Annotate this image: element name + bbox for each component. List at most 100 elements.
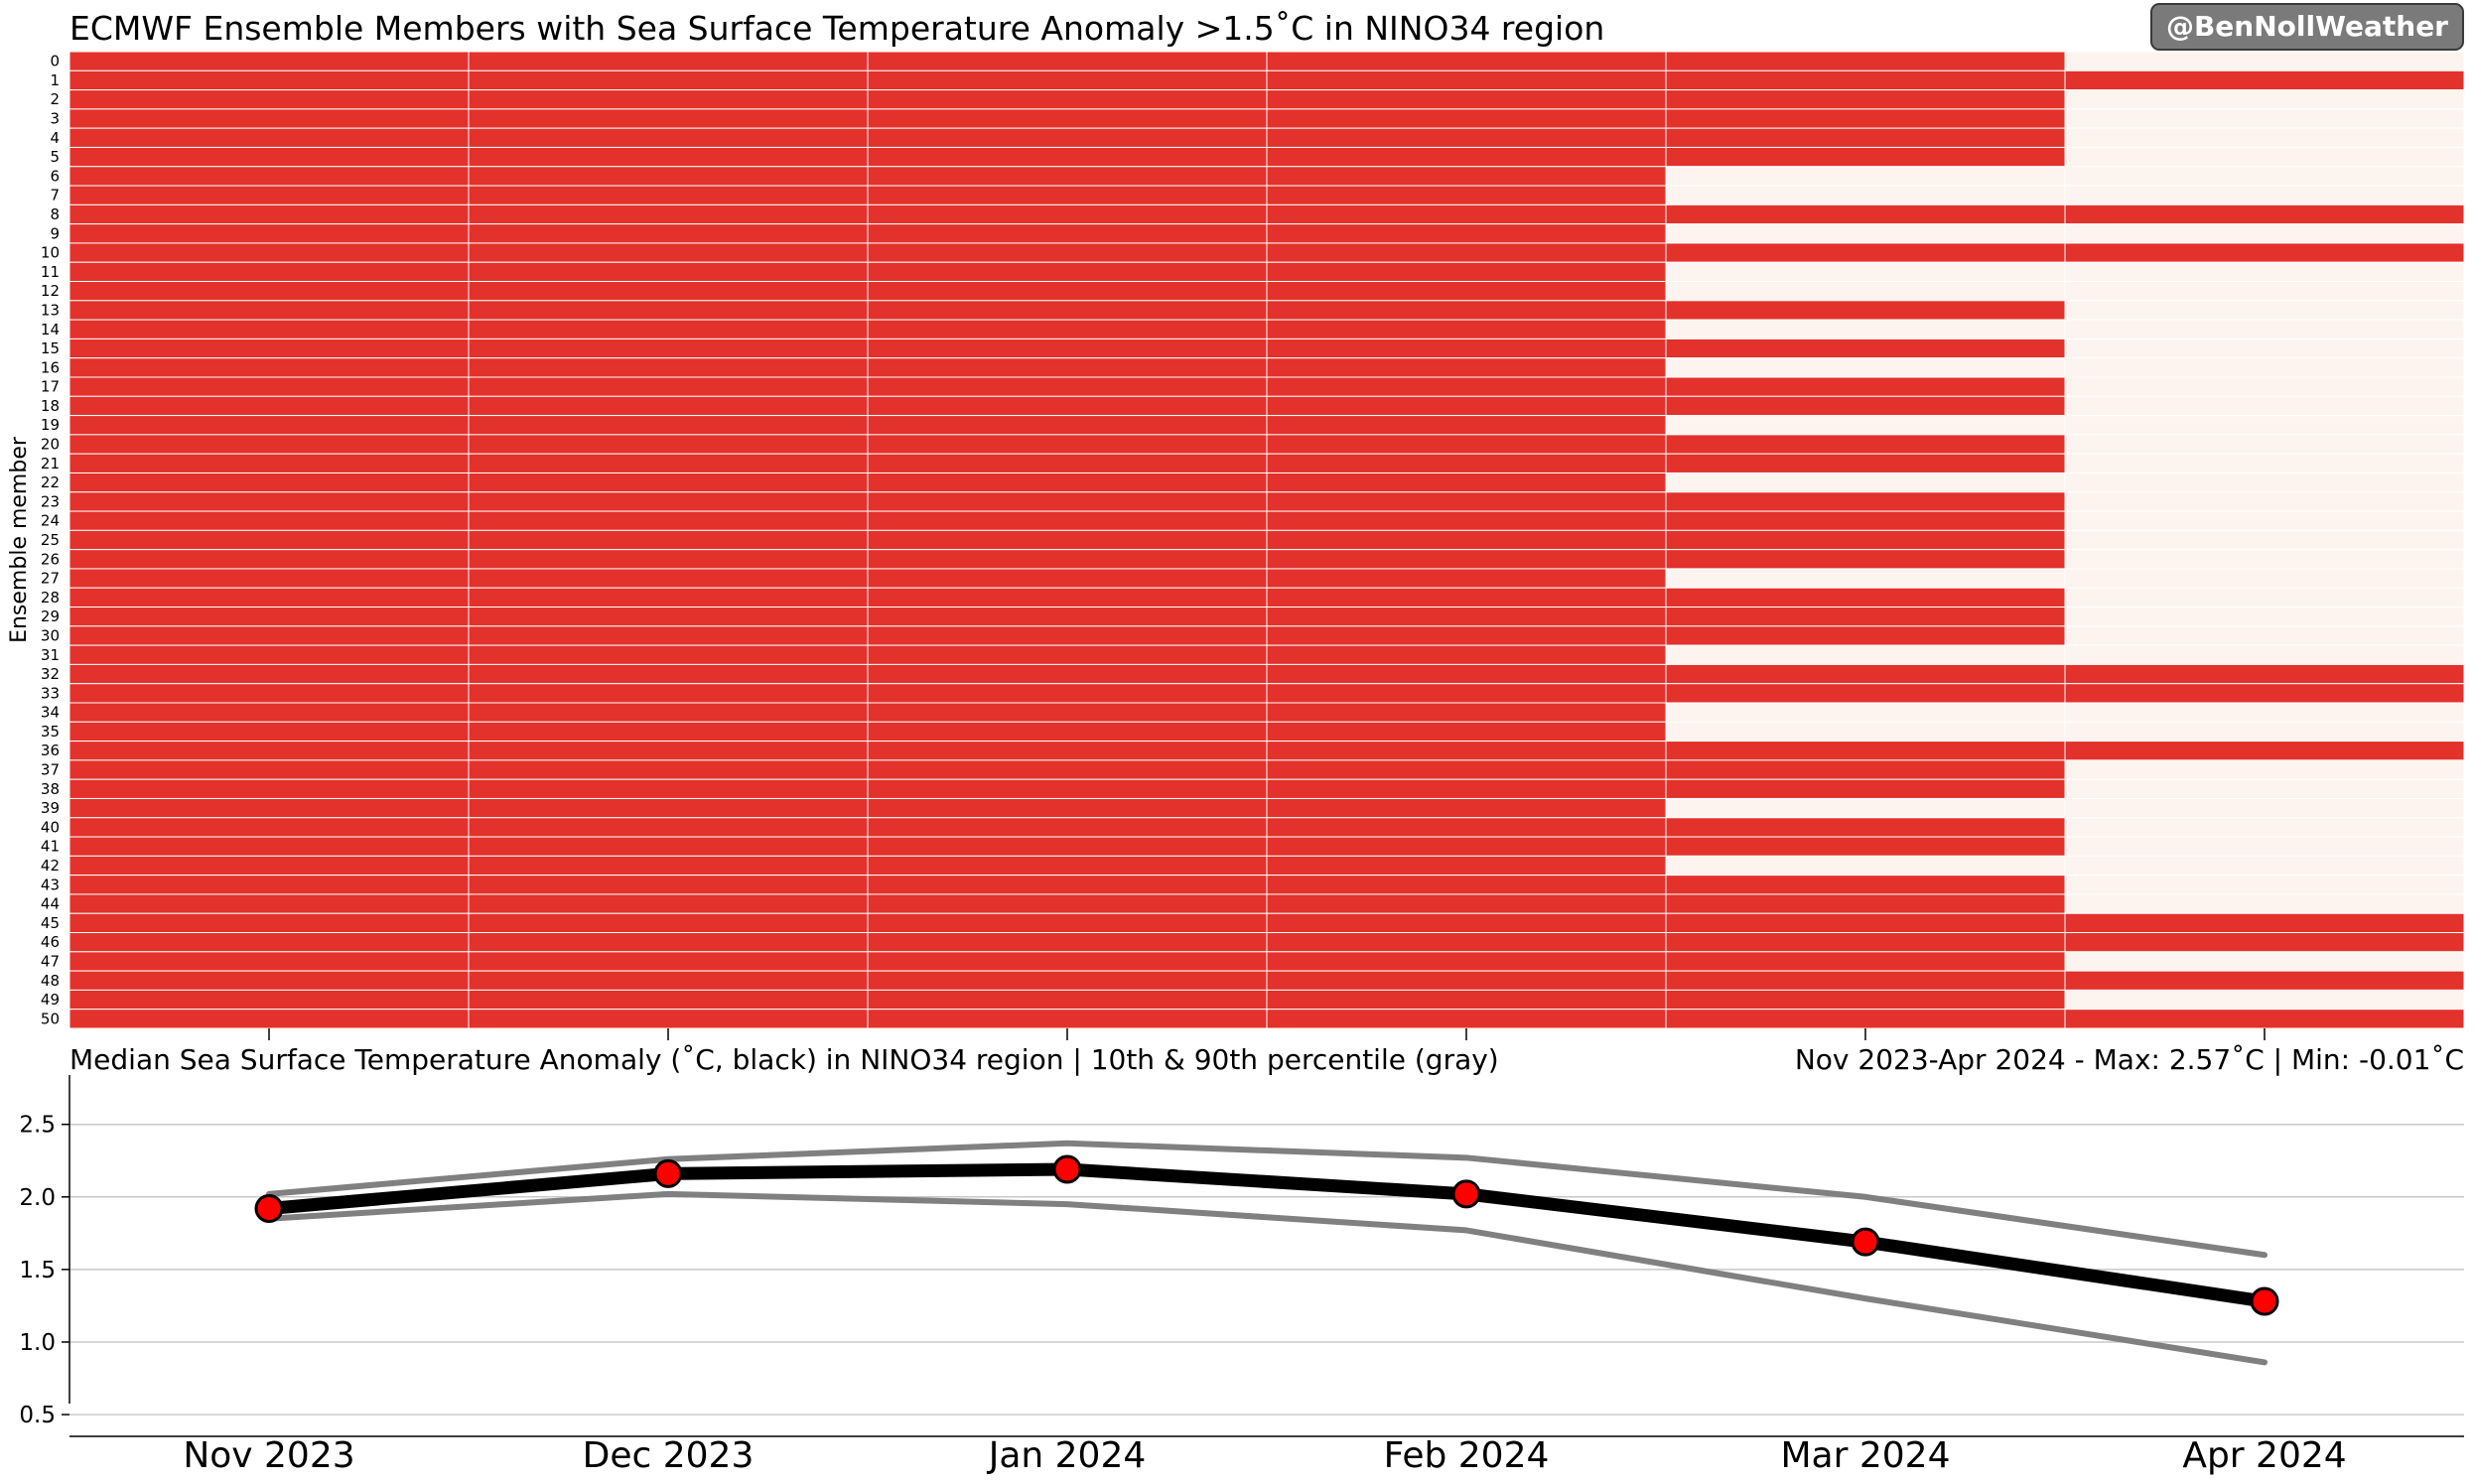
heatmap-cell-m19-c3 [1266,415,1667,436]
heatmap-cell-m34-c0 [69,702,470,723]
heatmap-member-tick-3: 3 [50,110,60,128]
heatmap-member-tick-24: 24 [41,512,60,530]
heatmap-cell-m15-c1 [468,337,869,359]
heatmap-cell-m15-c0 [69,337,470,359]
heatmap-cell-m11-c2 [867,261,1268,283]
heatmap-cell-m39-c1 [468,797,869,819]
heatmap-cell-m24-c4 [1665,510,2066,531]
heatmap-cell-m50-c5 [2064,1009,2465,1029]
heatmap-cell-m32-c3 [1266,663,1667,685]
line-chart-axes [69,1075,2464,1437]
heatmap-cell-m4-c0 [69,127,470,148]
heatmap-cell-m39-c2 [867,797,1268,819]
heatmap-cell-m44-c3 [1266,893,1667,914]
heatmap-cell-m21-c5 [2064,453,2465,473]
heatmap-cell-m23-c0 [69,491,470,512]
line-month-label-4: Mar 2024 [1781,1435,1951,1476]
heatmap-cell-m24-c0 [69,510,470,531]
heatmap-cell-m12-c4 [1665,281,2066,302]
line-series-2-point-3 [1451,1179,1481,1209]
heatmap-cell-m30-c3 [1266,625,1667,646]
heatmap-cell-m48-c2 [867,970,1268,991]
heatmap-cell-m31-c2 [867,644,1268,665]
heatmap-cell-m10-c3 [1266,242,1667,263]
heatmap-cell-m13-c0 [69,300,470,321]
heatmap-cell-m2-c1 [468,89,869,110]
heatmap-cell-m32-c2 [867,663,1268,685]
heatmap-cell-m8-c1 [468,203,869,225]
heatmap-cell-m22-c3 [1266,472,1667,493]
heatmap-cell-m40-c3 [1266,817,1667,838]
heatmap-cell-m20-c5 [2064,434,2465,455]
heatmap-cell-m47-c3 [1266,951,1667,972]
heatmap-cell-m21-c1 [468,453,869,473]
heatmap-cell-m49-c5 [2064,989,2465,1011]
heatmap-cell-m39-c0 [69,797,470,819]
heatmap-cell-m31-c0 [69,644,470,665]
heatmap-cell-m27-c2 [867,568,1268,589]
heatmap-cell-m43-c1 [468,875,869,895]
heatmap-cell-m8-c0 [69,203,470,225]
heatmap-cell-m23-c1 [468,491,869,512]
heatmap-cell-m44-c1 [468,893,869,914]
heatmap-cell-m13-c3 [1266,300,1667,321]
heatmap-cell-m21-c0 [69,453,470,473]
heatmap-cell-m23-c4 [1665,491,2066,512]
heatmap-cell-m46-c5 [2064,932,2465,953]
heatmap-cell-m42-c2 [867,855,1268,877]
heatmap-cell-m0-c2 [867,51,1268,71]
heatmap-cell-m47-c1 [468,951,869,972]
heatmap-member-tick-6: 6 [50,167,60,185]
heatmap-member-tick-23: 23 [41,492,60,510]
heatmap-cell-m35-c4 [1665,721,2066,742]
heatmap-member-tick-39: 39 [41,799,60,817]
heatmap-cell-m20-c0 [69,434,470,455]
heatmap-cell-m0-c3 [1266,51,1667,71]
heatmap-cell-m41-c1 [468,836,869,857]
line-ytick-label-1: 1.0 [19,1330,56,1356]
heatmap-cell-m22-c0 [69,472,470,493]
heatmap-cell-m37-c4 [1665,759,2066,780]
heatmap-cell-m36-c4 [1665,741,2066,761]
heatmap-cell-m17-c3 [1266,376,1667,397]
heatmap-cell-m36-c0 [69,741,470,761]
line-series-2-point-2 [1052,1154,1082,1184]
heatmap-cell-m49-c2 [867,989,1268,1011]
heatmap-cell-m3-c0 [69,108,470,129]
heatmap [69,51,2465,1029]
heatmap-cell-m2-c4 [1665,89,2066,110]
heatmap-cell-m47-c2 [867,951,1268,972]
heatmap-cell-m33-c4 [1665,683,2066,704]
heatmap-cell-m33-c0 [69,683,470,704]
heatmap-cell-m1-c2 [867,69,1268,91]
heatmap-cell-m0-c4 [1665,51,2066,71]
heatmap-cell-m38-c1 [468,778,869,799]
heatmap-cell-m4-c4 [1665,127,2066,148]
heatmap-cell-m20-c1 [468,434,869,455]
heatmap-cell-m40-c0 [69,817,470,838]
heatmap-cell-m7-c2 [867,185,1268,205]
heatmap-cell-m25-c0 [69,529,470,551]
heatmap-cell-m7-c5 [2064,185,2465,205]
heatmap-cell-m49-c1 [468,989,869,1011]
heatmap-cell-m28-c0 [69,587,470,608]
heatmap-member-tick-35: 35 [41,723,60,741]
line-chart-series [254,1140,2279,1366]
heatmap-cell-m31-c5 [2064,644,2465,665]
heatmap-cell-m24-c3 [1266,510,1667,531]
heatmap-cell-m16-c1 [468,357,869,378]
heatmap-cell-m12-c3 [1266,281,1667,302]
heatmap-cell-m45-c5 [2064,912,2465,934]
heatmap-cell-m22-c2 [867,472,1268,493]
heatmap-cell-m15-c3 [1266,337,1667,359]
heatmap-member-tick-43: 43 [41,876,60,893]
heatmap-cell-m1-c3 [1266,69,1667,91]
heatmap-cell-m2-c2 [867,89,1268,110]
heatmap-member-tick-48: 48 [41,972,60,990]
heatmap-cell-m14-c1 [468,319,869,339]
heatmap-cell-m28-c1 [468,587,869,608]
heatmap-cell-m13-c2 [867,300,1268,321]
heatmap-cell-m2-c0 [69,89,470,110]
heatmap-cell-m7-c4 [1665,185,2066,205]
heatmap-cell-m23-c3 [1266,491,1667,512]
